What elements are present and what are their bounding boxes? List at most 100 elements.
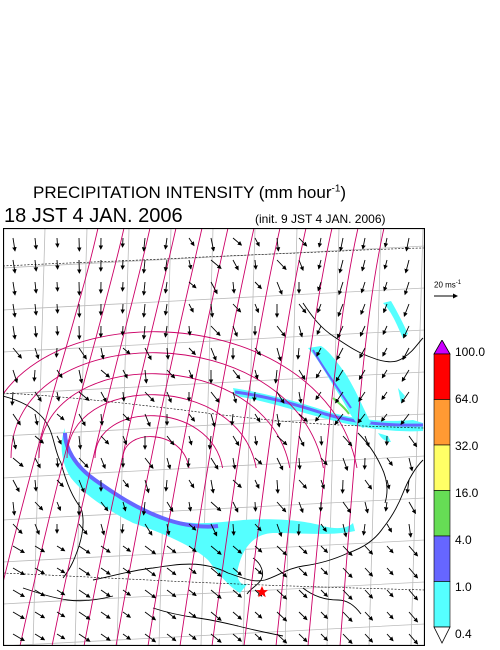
wind-arrow <box>54 347 59 358</box>
wind-arrow <box>12 523 23 535</box>
wind-arrow <box>320 479 325 490</box>
wind-arrow <box>364 501 370 514</box>
wind-arrow <box>166 523 171 536</box>
wind-arrow <box>360 281 366 294</box>
wind-arrow <box>163 325 169 338</box>
wind-arrow <box>298 369 306 381</box>
wind-arrow <box>342 611 353 623</box>
wind-arrow <box>55 237 60 248</box>
wind-arrow <box>210 523 218 537</box>
wind-arrow <box>210 633 222 643</box>
wind-arrow <box>381 391 388 401</box>
wind-arrow <box>122 545 132 552</box>
wind-arrow <box>163 237 169 250</box>
wind-arrow <box>141 501 147 516</box>
wind-arrow <box>232 325 238 338</box>
wind-arrow <box>364 611 374 621</box>
wind-arrow <box>78 545 91 554</box>
wind-arrow <box>276 567 288 578</box>
wind-arrow <box>166 457 172 470</box>
wind-arrow <box>403 325 410 339</box>
wind-arrow <box>298 237 308 247</box>
wind-arrow <box>210 479 215 494</box>
wind-arrow <box>320 457 328 466</box>
wind-arrow <box>78 347 87 360</box>
wind-arrow <box>55 325 60 336</box>
wind-arrow <box>403 281 410 296</box>
wind-arrow <box>12 457 24 467</box>
map-frame <box>3 228 425 646</box>
wind-arrow <box>34 633 46 641</box>
wind-arrow <box>232 457 237 470</box>
wind-arrow <box>342 589 353 601</box>
wind-arrow <box>232 633 242 642</box>
wind-arrow <box>402 347 410 361</box>
wind-arrow <box>144 457 154 469</box>
wind-arrow <box>210 281 218 295</box>
reference-vector-label: 20 ms-1 <box>434 280 461 290</box>
wind-arrow <box>335 391 344 404</box>
wind-arrow <box>210 347 217 361</box>
wind-arrow <box>34 391 42 402</box>
wind-arrow <box>163 259 169 272</box>
wind-arrow <box>408 611 419 623</box>
wind-arrow <box>364 545 374 555</box>
wind-arrow <box>122 501 127 512</box>
wind-arrow <box>383 281 388 292</box>
wind-arrow <box>33 303 39 316</box>
wind-arrow <box>78 611 91 620</box>
wind-arrow <box>166 567 177 576</box>
wind-arrow <box>232 391 238 404</box>
colorbar-segment <box>433 581 451 628</box>
wind-arrow <box>254 281 262 290</box>
wind-arrow <box>122 567 132 574</box>
wind-arrow <box>275 479 280 494</box>
wind-arrow <box>144 347 152 361</box>
wind-arrow <box>298 259 304 272</box>
wind-arrow <box>276 259 287 271</box>
wind-arrow <box>12 281 17 296</box>
wind-arrow <box>232 259 239 271</box>
chart-title: PRECIPITATION INTENSITY (mm hour-1) <box>33 183 346 203</box>
wind-arrow <box>298 589 308 599</box>
wind-arrow <box>254 369 259 380</box>
colorbar-label-64: 64.0 <box>455 392 479 406</box>
wind-arrow <box>276 281 283 295</box>
wind-arrow <box>55 303 60 314</box>
wind-arrow <box>163 281 169 294</box>
wind-arrow <box>254 545 263 553</box>
wind-arrow <box>408 435 418 448</box>
wind-arrow <box>187 501 193 512</box>
wind-arrow <box>55 259 60 270</box>
wind-arrow <box>99 413 104 426</box>
wind-arrow <box>187 259 193 270</box>
wind-arrow <box>210 611 222 621</box>
wind-arrow <box>187 325 192 336</box>
wind-arrow <box>100 545 111 553</box>
wind-arrow <box>188 611 197 619</box>
wind-arrow <box>120 237 125 248</box>
wind-arrow <box>381 369 388 379</box>
valid-time: 18 JST 4 JAN. 2006 <box>4 205 183 227</box>
wind-arrow <box>33 281 39 294</box>
wind-arrow <box>120 259 125 270</box>
wind-arrow <box>359 347 366 359</box>
wind-arrow <box>56 611 66 618</box>
wind-arrow <box>342 633 353 645</box>
wind-arrow <box>316 303 322 314</box>
wind-arrow <box>166 501 174 513</box>
wind-arrow <box>232 369 241 380</box>
wind-arrow <box>141 325 147 340</box>
wind-arrow <box>382 303 388 314</box>
reference-vector-text: 20 ms <box>434 280 456 290</box>
colorbar-segment <box>433 399 451 446</box>
wind-arrow <box>55 457 60 468</box>
wind-arrow <box>404 237 410 252</box>
wind-arrow <box>141 259 147 274</box>
wind-arrow <box>364 479 373 490</box>
wind-arrow <box>276 391 285 404</box>
wind-arrow <box>230 413 235 426</box>
wind-arrow <box>78 369 84 384</box>
wind-arrow <box>188 545 197 553</box>
wind-arrow <box>163 303 169 316</box>
